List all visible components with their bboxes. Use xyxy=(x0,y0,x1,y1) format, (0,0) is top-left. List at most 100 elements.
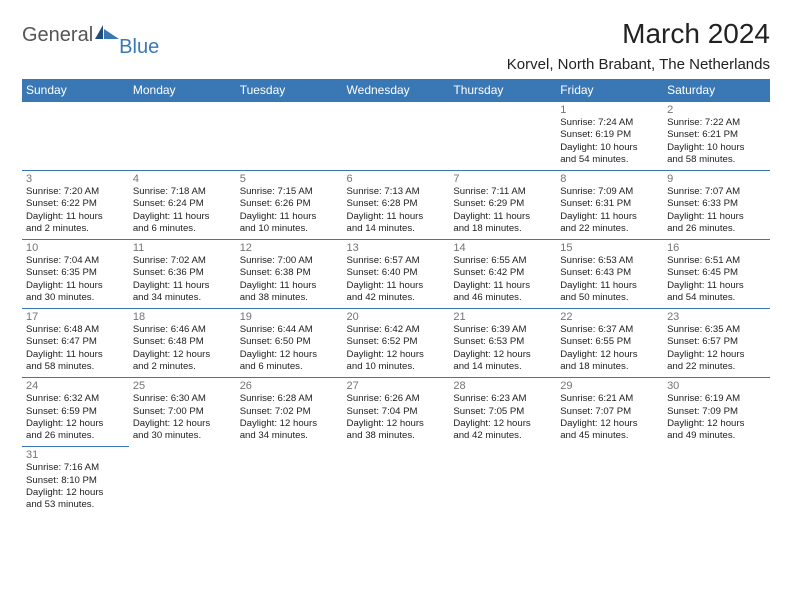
day-number: 23 xyxy=(667,311,766,323)
brand-text-a: General xyxy=(22,24,93,47)
day-number: 18 xyxy=(133,311,232,323)
calendar-cell: 19Sunrise: 6:44 AMSunset: 6:50 PMDayligh… xyxy=(236,309,343,378)
calendar-cell xyxy=(449,447,556,516)
day-details: Sunrise: 7:04 AMSunset: 6:35 PMDaylight:… xyxy=(26,255,125,304)
calendar-cell: 7Sunrise: 7:11 AMSunset: 6:29 PMDaylight… xyxy=(449,171,556,240)
day-number: 2 xyxy=(667,104,766,116)
calendar-cell: 23Sunrise: 6:35 AMSunset: 6:57 PMDayligh… xyxy=(663,309,770,378)
day-number: 31 xyxy=(26,449,125,461)
day-number: 17 xyxy=(26,311,125,323)
day-details: Sunrise: 6:57 AMSunset: 6:40 PMDaylight:… xyxy=(347,255,446,304)
calendar-cell xyxy=(236,102,343,171)
calendar-cell: 1Sunrise: 7:24 AMSunset: 6:19 PMDaylight… xyxy=(556,102,663,171)
day-number: 13 xyxy=(347,242,446,254)
calendar-cell: 4Sunrise: 7:18 AMSunset: 6:24 PMDaylight… xyxy=(129,171,236,240)
calendar-cell: 24Sunrise: 6:32 AMSunset: 6:59 PMDayligh… xyxy=(22,378,129,447)
day-details: Sunrise: 6:44 AMSunset: 6:50 PMDaylight:… xyxy=(240,324,339,373)
day-details: Sunrise: 7:15 AMSunset: 6:26 PMDaylight:… xyxy=(240,186,339,235)
day-header: Saturday xyxy=(663,79,770,102)
day-details: Sunrise: 6:21 AMSunset: 7:07 PMDaylight:… xyxy=(560,393,659,442)
day-number: 26 xyxy=(240,380,339,392)
day-number: 30 xyxy=(667,380,766,392)
day-details: Sunrise: 7:11 AMSunset: 6:29 PMDaylight:… xyxy=(453,186,552,235)
calendar-cell xyxy=(449,102,556,171)
day-number: 5 xyxy=(240,173,339,185)
day-number: 19 xyxy=(240,311,339,323)
calendar-cell: 29Sunrise: 6:21 AMSunset: 7:07 PMDayligh… xyxy=(556,378,663,447)
calendar-cell: 26Sunrise: 6:28 AMSunset: 7:02 PMDayligh… xyxy=(236,378,343,447)
calendar-cell: 20Sunrise: 6:42 AMSunset: 6:52 PMDayligh… xyxy=(343,309,450,378)
brand-logo: General Blue xyxy=(22,24,161,47)
page-title: March 2024 xyxy=(507,18,770,50)
calendar-cell: 21Sunrise: 6:39 AMSunset: 6:53 PMDayligh… xyxy=(449,309,556,378)
day-details: Sunrise: 6:32 AMSunset: 6:59 PMDaylight:… xyxy=(26,393,125,442)
day-details: Sunrise: 6:53 AMSunset: 6:43 PMDaylight:… xyxy=(560,255,659,304)
day-details: Sunrise: 6:42 AMSunset: 6:52 PMDaylight:… xyxy=(347,324,446,373)
day-details: Sunrise: 6:30 AMSunset: 7:00 PMDaylight:… xyxy=(133,393,232,442)
day-number: 14 xyxy=(453,242,552,254)
day-details: Sunrise: 6:46 AMSunset: 6:48 PMDaylight:… xyxy=(133,324,232,373)
day-number: 21 xyxy=(453,311,552,323)
day-details: Sunrise: 7:07 AMSunset: 6:33 PMDaylight:… xyxy=(667,186,766,235)
day-details: Sunrise: 7:13 AMSunset: 6:28 PMDaylight:… xyxy=(347,186,446,235)
calendar-cell: 5Sunrise: 7:15 AMSunset: 6:26 PMDaylight… xyxy=(236,171,343,240)
calendar-cell: 10Sunrise: 7:04 AMSunset: 6:35 PMDayligh… xyxy=(22,240,129,309)
day-number: 3 xyxy=(26,173,125,185)
calendar-cell: 6Sunrise: 7:13 AMSunset: 6:28 PMDaylight… xyxy=(343,171,450,240)
calendar-cell xyxy=(343,102,450,171)
day-details: Sunrise: 7:18 AMSunset: 6:24 PMDaylight:… xyxy=(133,186,232,235)
day-header: Thursday xyxy=(449,79,556,102)
day-details: Sunrise: 7:09 AMSunset: 6:31 PMDaylight:… xyxy=(560,186,659,235)
day-details: Sunrise: 6:39 AMSunset: 6:53 PMDaylight:… xyxy=(453,324,552,373)
calendar-cell: 17Sunrise: 6:48 AMSunset: 6:47 PMDayligh… xyxy=(22,309,129,378)
day-header: Sunday xyxy=(22,79,129,102)
day-number: 20 xyxy=(347,311,446,323)
day-number: 11 xyxy=(133,242,232,254)
day-number: 7 xyxy=(453,173,552,185)
day-details: Sunrise: 6:48 AMSunset: 6:47 PMDaylight:… xyxy=(26,324,125,373)
brand-mark-icon xyxy=(95,23,121,46)
day-details: Sunrise: 6:51 AMSunset: 6:45 PMDaylight:… xyxy=(667,255,766,304)
calendar-cell: 8Sunrise: 7:09 AMSunset: 6:31 PMDaylight… xyxy=(556,171,663,240)
day-details: Sunrise: 7:16 AMSunset: 8:10 PMDaylight:… xyxy=(26,462,125,511)
day-details: Sunrise: 6:26 AMSunset: 7:04 PMDaylight:… xyxy=(347,393,446,442)
calendar-cell xyxy=(343,447,450,516)
day-number: 4 xyxy=(133,173,232,185)
day-number: 12 xyxy=(240,242,339,254)
day-number: 10 xyxy=(26,242,125,254)
day-number: 28 xyxy=(453,380,552,392)
calendar-cell: 18Sunrise: 6:46 AMSunset: 6:48 PMDayligh… xyxy=(129,309,236,378)
calendar-cell xyxy=(236,447,343,516)
calendar-table: SundayMondayTuesdayWednesdayThursdayFrid… xyxy=(22,79,770,515)
day-number: 6 xyxy=(347,173,446,185)
day-details: Sunrise: 6:35 AMSunset: 6:57 PMDaylight:… xyxy=(667,324,766,373)
calendar-cell: 11Sunrise: 7:02 AMSunset: 6:36 PMDayligh… xyxy=(129,240,236,309)
day-details: Sunrise: 6:23 AMSunset: 7:05 PMDaylight:… xyxy=(453,393,552,442)
calendar-cell: 2Sunrise: 7:22 AMSunset: 6:21 PMDaylight… xyxy=(663,102,770,171)
day-details: Sunrise: 7:22 AMSunset: 6:21 PMDaylight:… xyxy=(667,117,766,166)
day-number: 15 xyxy=(560,242,659,254)
day-number: 9 xyxy=(667,173,766,185)
day-details: Sunrise: 7:02 AMSunset: 6:36 PMDaylight:… xyxy=(133,255,232,304)
calendar-cell: 27Sunrise: 6:26 AMSunset: 7:04 PMDayligh… xyxy=(343,378,450,447)
calendar-cell: 9Sunrise: 7:07 AMSunset: 6:33 PMDaylight… xyxy=(663,171,770,240)
calendar-cell: 22Sunrise: 6:37 AMSunset: 6:55 PMDayligh… xyxy=(556,309,663,378)
day-header: Friday xyxy=(556,79,663,102)
brand-text-b: Blue xyxy=(119,36,159,59)
day-details: Sunrise: 7:24 AMSunset: 6:19 PMDaylight:… xyxy=(560,117,659,166)
day-number: 24 xyxy=(26,380,125,392)
day-number: 27 xyxy=(347,380,446,392)
day-details: Sunrise: 7:00 AMSunset: 6:38 PMDaylight:… xyxy=(240,255,339,304)
day-number: 25 xyxy=(133,380,232,392)
calendar-cell xyxy=(129,102,236,171)
day-details: Sunrise: 6:28 AMSunset: 7:02 PMDaylight:… xyxy=(240,393,339,442)
calendar-cell xyxy=(663,447,770,516)
calendar-cell: 28Sunrise: 6:23 AMSunset: 7:05 PMDayligh… xyxy=(449,378,556,447)
calendar-cell: 31Sunrise: 7:16 AMSunset: 8:10 PMDayligh… xyxy=(22,447,129,516)
calendar-cell: 3Sunrise: 7:20 AMSunset: 6:22 PMDaylight… xyxy=(22,171,129,240)
calendar-cell: 16Sunrise: 6:51 AMSunset: 6:45 PMDayligh… xyxy=(663,240,770,309)
location-text: Korvel, North Brabant, The Netherlands xyxy=(507,56,770,73)
calendar-cell: 15Sunrise: 6:53 AMSunset: 6:43 PMDayligh… xyxy=(556,240,663,309)
calendar-cell xyxy=(129,447,236,516)
calendar-cell xyxy=(556,447,663,516)
